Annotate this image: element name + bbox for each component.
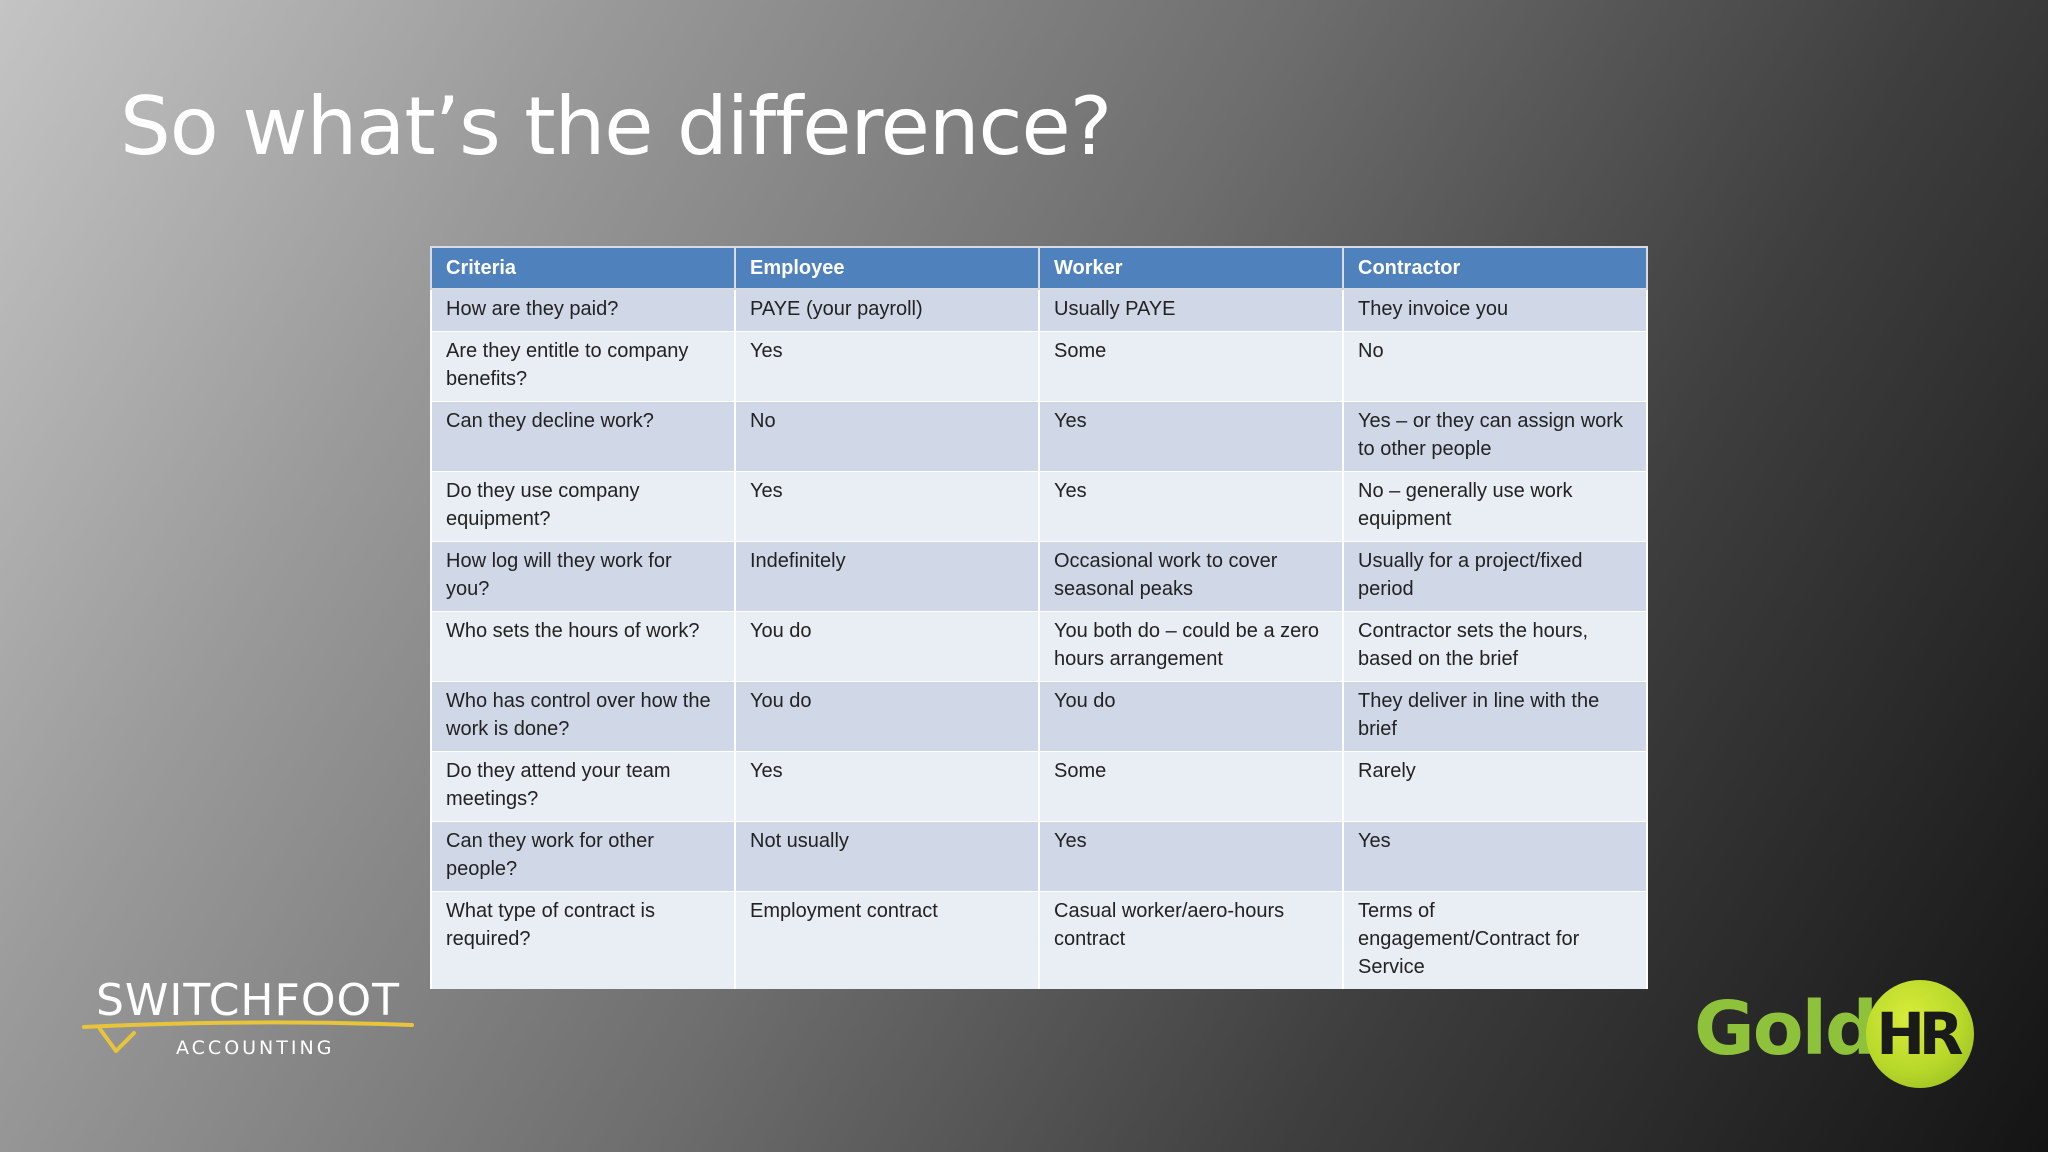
slide-title: So what’s the difference? — [120, 80, 1112, 173]
cell-employee: You do — [734, 611, 1040, 682]
table-row: What type of contract is required? Emplo… — [430, 891, 1648, 989]
cell-contractor: Yes — [1342, 821, 1648, 892]
cell-worker: You both do – could be a zero hours arra… — [1038, 611, 1344, 682]
cell-worker: Yes — [1038, 471, 1344, 542]
cell-employee: Yes — [734, 751, 1040, 822]
comparison-table: Criteria Employee Worker Contractor How … — [430, 246, 1648, 989]
cell-contractor: They deliver in line with the brief — [1342, 681, 1648, 752]
comparison-table-container: Criteria Employee Worker Contractor How … — [430, 246, 1648, 989]
cell-worker: Occasional work to cover seasonal peaks — [1038, 541, 1344, 612]
cell-worker: Some — [1038, 331, 1344, 402]
cell-contractor: They invoice you — [1342, 288, 1648, 332]
cell-criteria: Who sets the hours of work? — [430, 611, 736, 682]
cell-contractor: Terms of engagement/Contract for Service — [1342, 891, 1648, 989]
switchfoot-wordmark: SWITCHFOOT — [96, 975, 400, 1026]
hr-badge-icon: HR — [1866, 980, 1974, 1088]
table-row: Do they attend your team meetings? Yes S… — [430, 751, 1648, 822]
cell-criteria: Can they work for other people? — [430, 821, 736, 892]
table-header-row: Criteria Employee Worker Contractor — [430, 246, 1648, 290]
table-row: How are they paid? PAYE (your payroll) U… — [430, 288, 1648, 332]
cell-employee: PAYE (your payroll) — [734, 288, 1040, 332]
cell-contractor: No — [1342, 331, 1648, 402]
goldhr-logo: Gold HR — [1694, 980, 1974, 1090]
switchfoot-accounting-logo: SWITCHFOOT ACCOUNTING — [78, 975, 418, 1065]
cell-criteria: How log will they work for you? — [430, 541, 736, 612]
gold-wordmark: Gold — [1694, 986, 1878, 1072]
table-row: Do they use company equipment? Yes Yes N… — [430, 471, 1648, 542]
cell-worker: Some — [1038, 751, 1344, 822]
cell-contractor: Rarely — [1342, 751, 1648, 822]
cell-worker: Yes — [1038, 401, 1344, 472]
cell-contractor: Usually for a project/fixed period — [1342, 541, 1648, 612]
cell-contractor: Yes – or they can assign work to other p… — [1342, 401, 1648, 472]
swoosh-icon — [82, 1020, 414, 1053]
accounting-subtitle: ACCOUNTING — [176, 1037, 335, 1059]
cell-employee: No — [734, 401, 1040, 472]
cell-criteria: What type of contract is required? — [430, 891, 736, 989]
cell-criteria: Are they entitle to company benefits? — [430, 331, 736, 402]
cell-worker: Yes — [1038, 821, 1344, 892]
cell-worker: You do — [1038, 681, 1344, 752]
cell-criteria: How are they paid? — [430, 288, 736, 332]
cell-worker: Casual worker/aero-hours contract — [1038, 891, 1344, 989]
cell-employee: You do — [734, 681, 1040, 752]
cell-criteria: Can they decline work? — [430, 401, 736, 472]
table-row: Can they decline work? No Yes Yes – or t… — [430, 401, 1648, 472]
table-row: Who has control over how the work is don… — [430, 681, 1648, 752]
cell-employee: Yes — [734, 471, 1040, 542]
cell-contractor: Contractor sets the hours, based on the … — [1342, 611, 1648, 682]
hr-badge-text: HR — [1876, 1000, 1963, 1068]
cell-criteria: Do they attend your team meetings? — [430, 751, 736, 822]
header-worker: Worker — [1038, 246, 1344, 290]
cell-employee: Yes — [734, 331, 1040, 402]
cell-employee: Not usually — [734, 821, 1040, 892]
cell-employee: Indefinitely — [734, 541, 1040, 612]
table-row: How log will they work for you? Indefini… — [430, 541, 1648, 612]
header-contractor: Contractor — [1342, 246, 1648, 290]
header-employee: Employee — [734, 246, 1040, 290]
cell-worker: Usually PAYE — [1038, 288, 1344, 332]
table-row: Can they work for other people? Not usua… — [430, 821, 1648, 892]
cell-criteria: Who has control over how the work is don… — [430, 681, 736, 752]
cell-contractor: No – generally use work equipment — [1342, 471, 1648, 542]
table-row: Who sets the hours of work? You do You b… — [430, 611, 1648, 682]
cell-employee: Employment contract — [734, 891, 1040, 989]
header-criteria: Criteria — [430, 246, 736, 290]
cell-criteria: Do they use company equipment? — [430, 471, 736, 542]
table-row: Are they entitle to company benefits? Ye… — [430, 331, 1648, 402]
